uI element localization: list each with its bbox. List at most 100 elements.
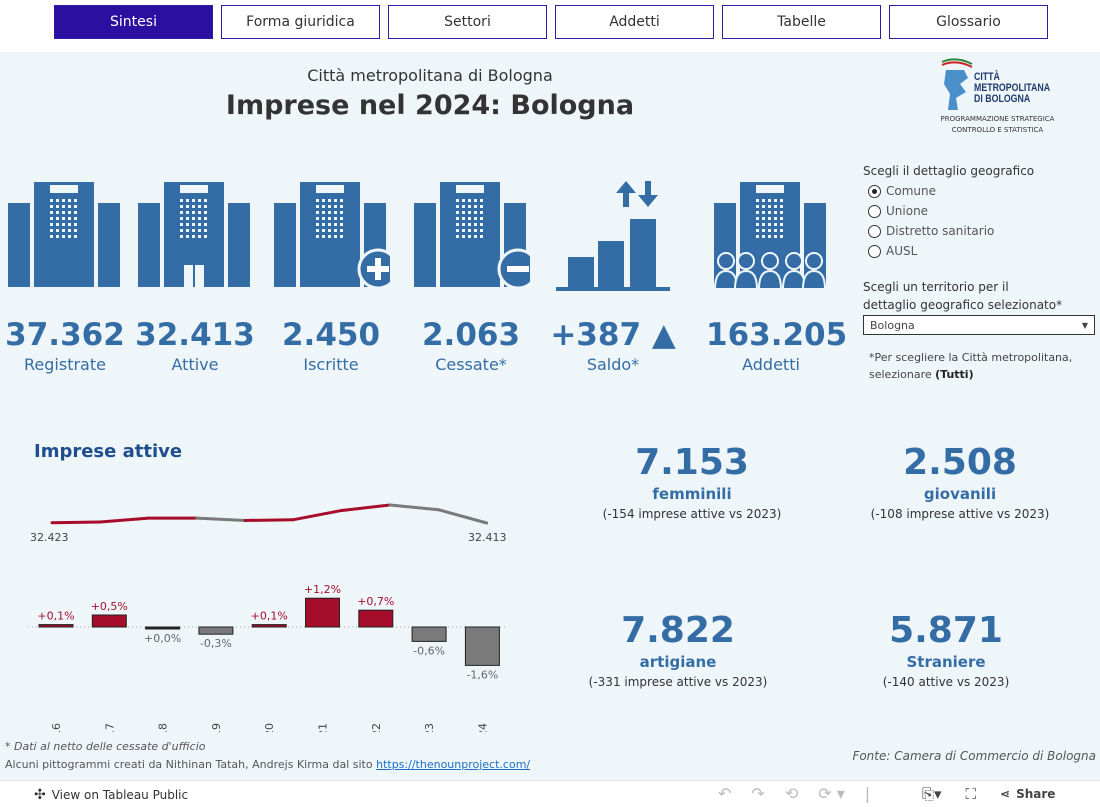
radio-button[interactable]: [868, 204, 881, 218]
stat-delta: (-140 attive vs 2023): [882, 675, 1010, 689]
stat-label: artigiane: [639, 653, 717, 671]
kpi-label: Registrate: [24, 355, 106, 374]
line-segment: [50, 520, 102, 525]
kpi-label: Attive: [171, 355, 219, 374]
bar-label: +0,0%: [144, 632, 181, 645]
tab-tabelle[interactable]: Tabelle: [722, 5, 881, 39]
radio-button[interactable]: [868, 184, 881, 198]
stat-giovanili: 2.508 giovanili (-108 imprese attive vs 20…: [830, 442, 1090, 521]
logo: CITTÀ METROPOLITANA DI BOLOGNA PROGRAMMAZI…: [938, 58, 1058, 134]
line-segment: [292, 508, 344, 522]
line-segment: [98, 516, 151, 524]
bar: [411, 626, 447, 642]
stat-femminili: 7.153 femminili (-154 imprese attive vs 20…: [562, 442, 822, 521]
radio-unione[interactable]: Unione: [868, 201, 1034, 221]
kpi-value: 32.413: [135, 317, 255, 353]
tab-addetti[interactable]: Addetti: [555, 5, 714, 39]
x-tick-label: 2019: [210, 723, 223, 732]
tab-forma-giuridica[interactable]: Forma giuridica: [221, 5, 380, 39]
building-plus-icon: [274, 182, 390, 290]
bar-label: -0,3%: [200, 637, 232, 650]
territory-filter: Scegli un territorio per il dettaglio ge…: [863, 278, 1095, 383]
radio-distretto-sanitario[interactable]: Distretto sanitario: [868, 221, 1034, 241]
kpi-value: +387: [550, 317, 642, 353]
bar: [145, 626, 181, 630]
fullscreen-icon[interactable]: ⛶: [965, 785, 977, 803]
tableau-toolbar: ✣ View on Tableau Public ↶ ↷ ⟲ ⟳ ▾ | ⎘▾ ⛶ ⋖ Sha…: [0, 780, 1100, 807]
bar-label: +0,7%: [357, 595, 394, 608]
line-segment: [436, 508, 489, 525]
dropdown-value: Bologna: [870, 318, 915, 332]
line-segment: [243, 518, 295, 522]
stat-delta: (-108 imprese attive vs 2023): [870, 507, 1050, 521]
x-tick-label: 2018: [157, 723, 170, 732]
footnote: * Dati al netto delle cessate d'ufficio: [5, 740, 206, 753]
view-on-tableau-button[interactable]: ✣ View on Tableau Public: [34, 787, 188, 803]
stat-label: giovanili: [923, 485, 997, 503]
building-people-icon: [713, 182, 827, 290]
building-door-icon: [138, 182, 250, 287]
bar: [358, 609, 394, 628]
stat-straniere: 5.871 Straniere (-140 attive vs 2023): [816, 610, 1076, 689]
stat-delta: (-331 imprese attive vs 2023): [588, 675, 768, 689]
bar-label: +1,2%: [304, 583, 341, 596]
refresh-icon[interactable]: ⟳ ▾: [818, 784, 845, 803]
revert-icon[interactable]: ⟲: [784, 784, 799, 803]
bar: [198, 626, 234, 635]
lion-logo-icon: [941, 58, 973, 110]
radio-comune[interactable]: Comune: [868, 181, 1034, 201]
radio-label: AUSL: [886, 244, 918, 258]
source-text: Fonte: Camera di Commercio di Bologna: [852, 749, 1096, 763]
noun-project-link[interactable]: https://thenounproject.com/: [376, 758, 531, 771]
stat-value: 7.153: [635, 442, 749, 483]
tab-glossario[interactable]: Glossario: [889, 5, 1048, 39]
radio-label: Comune: [886, 184, 937, 198]
kpi-registrate: 37.362 Registrate: [0, 177, 130, 374]
x-tick-label: 2022: [370, 723, 383, 732]
view-label: View on Tableau Public: [51, 788, 189, 802]
line-segment: [340, 503, 392, 512]
kpi-value: 163.205: [706, 317, 848, 353]
share-label: Share: [1016, 787, 1056, 801]
download-icon[interactable]: ⎘▾: [922, 785, 942, 803]
logo-text: PROGRAMMAZIONE STRATEGICA: [940, 115, 1055, 123]
bar-label: +0,1%: [251, 610, 288, 623]
bar-label: -1,6%: [466, 668, 498, 681]
geo-filter: Scegli il dettaglio geografico Comune Uni…: [863, 164, 1034, 261]
undo-icon[interactable]: ↶: [718, 784, 732, 803]
bar: [464, 626, 500, 666]
page-subtitle: Città metropolitana di Bologna: [307, 66, 553, 85]
line-segment: [388, 503, 440, 512]
kpi-attive: 32.413 Attive: [130, 177, 260, 374]
bar: [38, 624, 74, 628]
kpi-addetti: 163.205 Addetti: [706, 177, 847, 374]
imprese-attive-chart: 32.423 32.413 +0,1% 2016 +0,5% 2017 +0,0% 2018 -…: [28, 503, 508, 732]
stat-value: 2.508: [903, 442, 1017, 483]
territory-dropdown[interactable]: Bologna ▼: [863, 315, 1095, 335]
radio-button[interactable]: [868, 224, 881, 238]
building-minus-icon: [414, 182, 530, 290]
x-tick-label: 2023: [423, 723, 436, 732]
filter-note: *Per scegliere la Città metropolitana,: [869, 351, 1073, 364]
stat-label: femminili: [652, 485, 732, 503]
tab-settori[interactable]: Settori: [388, 5, 547, 39]
stat-label: Straniere: [906, 653, 986, 671]
radio-ausl[interactable]: AUSL: [868, 241, 1034, 261]
logo-text: CITTÀ: [974, 71, 1000, 83]
x-tick-label: 2017: [103, 723, 116, 732]
credits-text: Alcuni pittogrammi creati da Nithinan Ta…: [5, 758, 377, 771]
logo-text: DI BOLOGNA: [974, 93, 1031, 105]
redo-icon[interactable]: ↷: [751, 784, 765, 803]
building-icon: [8, 182, 120, 287]
share-icon: ⋖: [1000, 787, 1011, 801]
stat-value: 5.871: [889, 610, 1003, 651]
divider: |: [864, 784, 871, 803]
share-button[interactable]: ⋖ Share: [1000, 787, 1055, 801]
trend-up-icon: ▲: [651, 317, 676, 353]
tab-sintesi[interactable]: Sintesi: [54, 5, 213, 39]
territory-label: Scegli un territorio per il: [863, 280, 1009, 294]
x-tick-label: 2016: [50, 723, 63, 732]
x-tick-label: 2020: [263, 723, 276, 732]
radio-label: Distretto sanitario: [886, 224, 995, 238]
radio-button[interactable]: [868, 244, 881, 258]
